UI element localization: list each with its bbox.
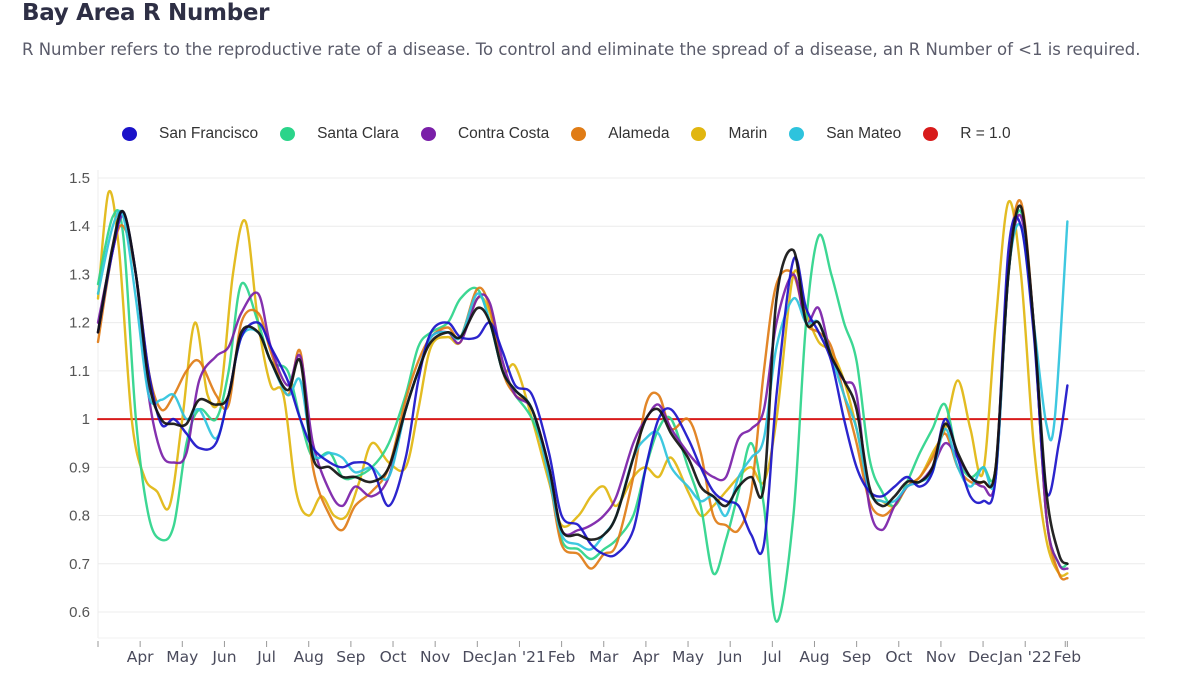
x-tick-label: Oct <box>885 648 912 666</box>
x-tick-label: Dec <box>462 648 492 666</box>
y-tick-label: 1 <box>82 411 90 428</box>
legend-label: Contra Costa <box>457 125 550 142</box>
x-tick-label: Aug <box>294 648 324 666</box>
legend-label: San Francisco <box>159 125 259 142</box>
series-line-marin[interactable] <box>96 189 1069 578</box>
legend-item-marin[interactable]: Marin <box>691 125 767 143</box>
y-tick-label: 0.9 <box>69 459 90 476</box>
x-tick-label: Nov <box>420 648 450 666</box>
gridlines <box>98 177 1145 613</box>
x-tick-label: Oct <box>380 648 407 666</box>
chart-subtitle: R Number refers to the reproductive rate… <box>22 40 1141 59</box>
x-tick-label: Feb <box>1054 648 1081 666</box>
legend-dot-icon <box>691 127 707 141</box>
y-tick-label: 1.2 <box>69 315 90 332</box>
legend-dot-icon <box>122 127 137 141</box>
legend-label: San Mateo <box>826 125 902 142</box>
y-tick-label: 0.7 <box>69 556 90 573</box>
x-tick-label: Aug <box>799 648 829 666</box>
x-tick-label: Apr <box>127 648 154 666</box>
y-tick-label: 1.1 <box>69 363 90 380</box>
x-tick-label: Mar <box>589 648 619 666</box>
legend-dot-icon <box>789 127 805 141</box>
legend-dot-icon <box>420 127 436 141</box>
x-tick-label: Jan '21 <box>492 648 546 666</box>
legend-dot-icon <box>571 127 587 141</box>
y-tick-label: 0.6 <box>69 604 90 621</box>
x-tick-label: Jun <box>717 648 742 666</box>
x-tick-label: Jul <box>256 648 276 666</box>
legend-item-san-mateo[interactable]: San Mateo <box>789 125 901 143</box>
legend-item-contra-costa[interactable]: Contra Costa <box>420 125 550 143</box>
chart-title: Bay Area R Number <box>22 0 270 26</box>
series-lines <box>96 189 1069 623</box>
legend: San Francisco Santa Clara Contra Costa A… <box>122 124 1033 144</box>
y-tick-label: 0.8 <box>69 508 90 525</box>
legend-item-alameda[interactable]: Alameda <box>571 125 669 143</box>
series-line-san-francisco[interactable] <box>96 210 1069 558</box>
x-tick-label: Feb <box>548 648 575 666</box>
x-tick-label: Apr <box>632 648 659 666</box>
x-tick-label: May <box>672 648 704 666</box>
x-tick-label: Sep <box>336 648 365 666</box>
series-line-bay-area-aggregate[interactable] <box>96 204 1069 566</box>
legend-dot-icon <box>280 127 296 141</box>
x-tick-label: Nov <box>926 648 956 666</box>
x-tick-label: Dec <box>968 648 998 666</box>
legend-item-san-francisco[interactable]: San Francisco <box>122 125 258 143</box>
x-tick-label: Jun <box>211 648 236 666</box>
x-tick-label: May <box>166 648 198 666</box>
legend-item-r-threshold[interactable]: R = 1.0 <box>923 125 1011 143</box>
y-tick-label: 1.3 <box>69 266 90 283</box>
y-tick-label: 1.5 <box>69 170 90 187</box>
x-tick-label: Sep <box>842 648 871 666</box>
legend-label: Santa Clara <box>317 125 399 142</box>
x-tick-label: Jul <box>762 648 782 666</box>
series-line-contra-costa[interactable] <box>96 213 1069 571</box>
y-axis: 1.5 1.4 1.3 1.2 1.1 1 0.9 0.8 0.7 0.6 <box>69 170 99 638</box>
legend-label: Marin <box>728 125 768 142</box>
x-axis: Apr May Jun Jul Aug Sep Oct Nov Dec Jan '21 Feb Mar… <box>97 637 1145 666</box>
series-line-san-mateo[interactable] <box>96 209 1069 551</box>
legend-item-santa-clara[interactable]: Santa Clara <box>280 125 399 143</box>
x-tick-label: Jan '22 <box>998 648 1052 666</box>
legend-dot-icon <box>923 127 939 141</box>
y-tick-label: 1.4 <box>69 218 90 235</box>
legend-label: R = 1.0 <box>960 125 1011 142</box>
legend-label: Alameda <box>608 125 670 142</box>
series-line-alameda[interactable] <box>96 199 1069 581</box>
